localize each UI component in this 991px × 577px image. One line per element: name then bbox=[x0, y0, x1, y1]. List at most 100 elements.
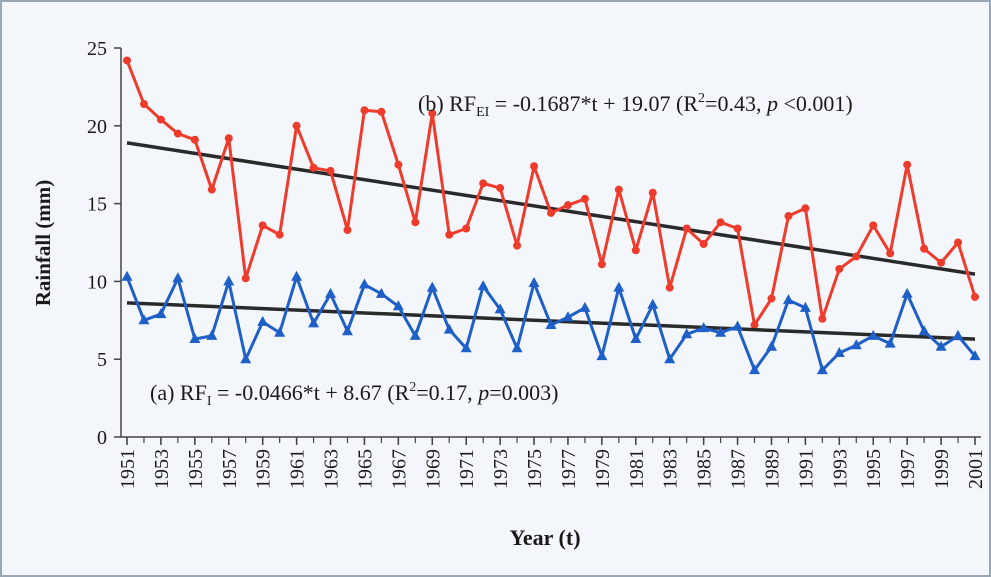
x-tick-label: 1973 bbox=[490, 449, 512, 489]
x-tick-label: 1983 bbox=[660, 449, 682, 489]
point-marker bbox=[443, 323, 455, 334]
point-marker bbox=[528, 276, 540, 287]
point-marker bbox=[562, 311, 574, 322]
point-marker bbox=[715, 326, 727, 337]
y-tick-label: 10 bbox=[87, 271, 107, 293]
point-marker bbox=[240, 353, 252, 364]
point-marker bbox=[869, 221, 878, 230]
point-marker bbox=[664, 353, 676, 364]
x-tick-label: 1991 bbox=[795, 449, 817, 489]
point-marker bbox=[850, 339, 862, 350]
point-marker bbox=[613, 281, 625, 292]
point-marker bbox=[716, 218, 725, 227]
point-marker bbox=[545, 318, 557, 329]
point-marker bbox=[241, 274, 250, 283]
point-marker bbox=[937, 258, 946, 267]
point-marker bbox=[580, 194, 589, 203]
point-marker bbox=[816, 364, 828, 375]
equation-part: I bbox=[207, 394, 212, 409]
equation-part: = -0.0466*t + 8.67 (R bbox=[212, 380, 410, 405]
point-marker bbox=[597, 260, 606, 269]
point-marker bbox=[852, 252, 861, 261]
point-marker bbox=[901, 287, 913, 298]
point-marker bbox=[479, 179, 488, 188]
point-marker bbox=[224, 134, 233, 143]
point-marker bbox=[375, 287, 387, 298]
point-marker bbox=[258, 221, 267, 230]
point-marker bbox=[309, 163, 318, 172]
point-marker bbox=[411, 218, 420, 227]
point-marker bbox=[547, 208, 555, 217]
point-marker bbox=[360, 106, 369, 115]
point-marker bbox=[784, 212, 793, 221]
point-marker bbox=[341, 325, 353, 336]
x-tick-label: 1955 bbox=[185, 449, 207, 489]
point-marker bbox=[121, 270, 133, 281]
y-tick-label: 15 bbox=[87, 194, 107, 216]
equation-part: (b) RF bbox=[418, 91, 476, 116]
point-marker bbox=[630, 332, 642, 343]
equation-part: = -0.1687*t + 19.07 (R bbox=[489, 91, 698, 116]
point-marker bbox=[935, 340, 947, 351]
equation-part: EI bbox=[476, 105, 490, 120]
point-marker bbox=[172, 272, 184, 283]
point-marker bbox=[156, 115, 165, 124]
x-tick-label: 1979 bbox=[592, 449, 614, 489]
point-marker bbox=[698, 322, 710, 333]
x-tick-label: 1959 bbox=[253, 449, 275, 489]
trend-equation: (a) RFI = -0.0466*t + 8.67 (R2=0.17, p=0… bbox=[150, 380, 558, 409]
x-tick-label: 1951 bbox=[117, 449, 139, 489]
point-marker bbox=[801, 204, 810, 213]
point-marker bbox=[631, 246, 640, 255]
point-marker bbox=[782, 294, 794, 305]
point-marker bbox=[190, 135, 199, 144]
point-marker bbox=[155, 308, 167, 319]
point-marker bbox=[884, 337, 896, 348]
point-marker bbox=[750, 320, 759, 329]
y-axis-label: Rainfall (mm) bbox=[31, 180, 55, 307]
point-marker bbox=[835, 264, 844, 273]
x-tick-label: 1967 bbox=[388, 449, 410, 489]
point-marker bbox=[681, 328, 693, 339]
x-tick-label: 1977 bbox=[558, 449, 580, 489]
x-tick-label: 1993 bbox=[829, 449, 851, 489]
point-marker bbox=[462, 224, 471, 233]
point-marker bbox=[952, 329, 964, 340]
point-marker bbox=[563, 201, 572, 210]
equation-part: =0.43, bbox=[705, 91, 767, 116]
point-marker bbox=[496, 184, 505, 193]
point-marker bbox=[767, 294, 776, 303]
point-marker bbox=[867, 329, 879, 340]
point-marker bbox=[394, 160, 403, 169]
point-marker bbox=[494, 303, 506, 314]
equation-part: =0.003) bbox=[489, 380, 558, 405]
point-marker bbox=[799, 301, 811, 312]
point-marker bbox=[665, 283, 674, 292]
point-marker bbox=[765, 340, 777, 351]
trend-equation: (b) RFEI = -0.1687*t + 19.07 (R2=0.43, p… bbox=[418, 91, 853, 120]
point-marker bbox=[139, 100, 148, 109]
x-tick-label: 1963 bbox=[321, 449, 343, 489]
point-marker bbox=[460, 342, 472, 353]
x-tick-label: 1997 bbox=[897, 449, 919, 489]
point-marker bbox=[833, 346, 845, 357]
point-marker bbox=[173, 129, 182, 138]
x-tick-label: 1987 bbox=[728, 449, 750, 489]
x-tick-label: 2001 bbox=[965, 449, 987, 489]
x-tick-label: 1957 bbox=[219, 449, 241, 489]
point-marker bbox=[445, 230, 454, 239]
y-tick-label: 20 bbox=[87, 116, 107, 138]
point-marker bbox=[648, 188, 657, 197]
point-marker bbox=[207, 185, 216, 194]
point-marker bbox=[903, 160, 912, 169]
point-marker bbox=[343, 226, 352, 235]
x-axis-label: Year (t) bbox=[509, 525, 580, 550]
point-marker bbox=[138, 314, 150, 325]
point-marker bbox=[647, 298, 659, 309]
point-marker bbox=[733, 224, 742, 233]
point-marker bbox=[749, 364, 761, 375]
x-tick-label: 1995 bbox=[863, 449, 885, 489]
x-tick-label: 1971 bbox=[456, 449, 478, 489]
